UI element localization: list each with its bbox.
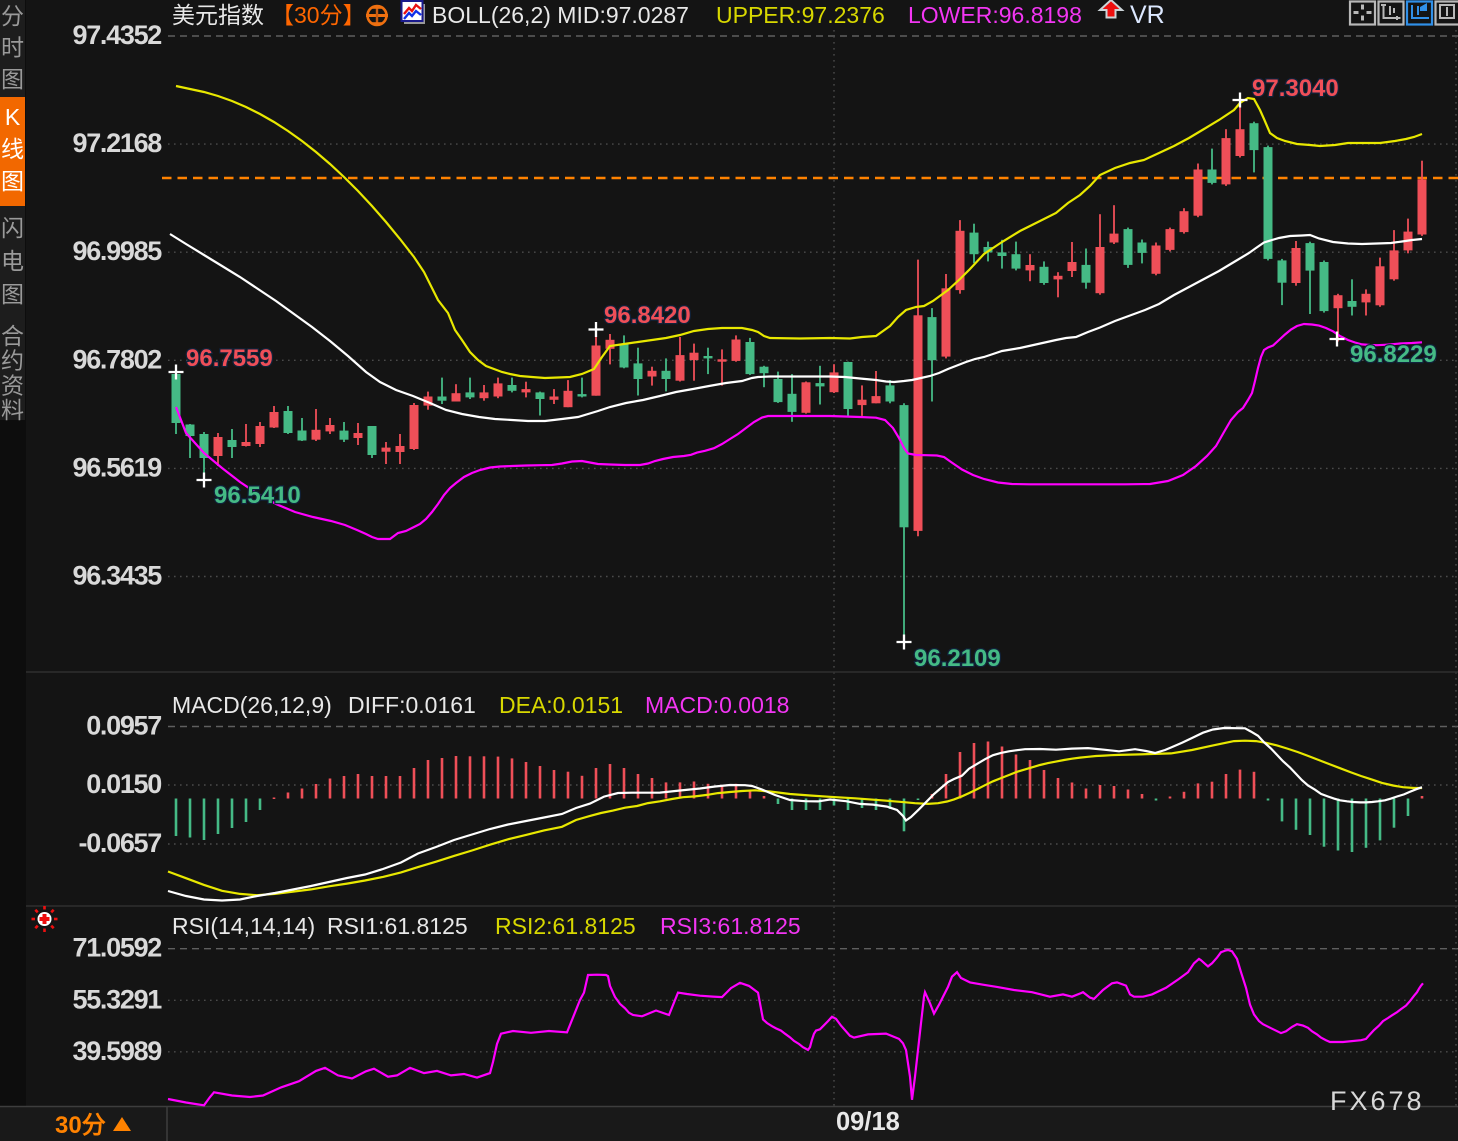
- svg-text:RSI1:61.8125: RSI1:61.8125: [327, 913, 468, 939]
- svg-text:图: 图: [1, 66, 24, 92]
- svg-text:MACD(26,12,9): MACD(26,12,9): [172, 692, 332, 718]
- svg-text:图: 图: [1, 281, 24, 307]
- svg-text:97.4352: 97.4352: [73, 20, 162, 50]
- svg-text:96.8229: 96.8229: [1350, 341, 1437, 368]
- svg-text:图: 图: [1, 168, 24, 194]
- svg-text:UPPER:97.2376: UPPER:97.2376: [716, 2, 885, 28]
- svg-text:FX678: FX678: [1330, 1086, 1425, 1116]
- svg-text:电: 电: [1, 248, 24, 274]
- svg-text:09/18: 09/18: [836, 1108, 900, 1136]
- svg-text:96.8420: 96.8420: [604, 302, 691, 329]
- svg-text:约: 约: [1, 348, 24, 374]
- svg-text:0.0957: 0.0957: [86, 711, 161, 741]
- svg-text:BOLL(26,2) MID:97.0287: BOLL(26,2) MID:97.0287: [432, 2, 689, 28]
- svg-text:96.7559: 96.7559: [186, 345, 273, 372]
- svg-text:LOWER:96.8198: LOWER:96.8198: [908, 2, 1082, 28]
- svg-text:VR: VR: [1130, 1, 1165, 29]
- svg-text:MACD:0.0018: MACD:0.0018: [645, 692, 789, 718]
- svg-text:DEA:0.0151: DEA:0.0151: [499, 692, 623, 718]
- svg-text:96.5619: 96.5619: [73, 452, 163, 482]
- svg-text:96.2109: 96.2109: [914, 645, 1001, 672]
- svg-text:DIFF:0.0161: DIFF:0.0161: [348, 692, 476, 718]
- svg-text:美元指数: 美元指数: [172, 2, 264, 28]
- svg-text:RSI3:61.8125: RSI3:61.8125: [660, 913, 801, 939]
- svg-text:料: 料: [1, 397, 24, 423]
- svg-text:K: K: [5, 104, 21, 130]
- svg-text:合: 合: [1, 323, 24, 349]
- svg-text:55.3291: 55.3291: [73, 984, 163, 1014]
- svg-text:RSI2:61.8125: RSI2:61.8125: [495, 913, 636, 939]
- svg-text:时: 时: [1, 35, 24, 61]
- svg-text:96.9985: 96.9985: [73, 236, 163, 266]
- svg-text:39.5989: 39.5989: [73, 1036, 163, 1066]
- svg-text:0.0150: 0.0150: [86, 769, 161, 799]
- svg-text:资: 资: [1, 372, 24, 398]
- svg-text:96.7802: 96.7802: [73, 344, 162, 374]
- svg-text:97.2168: 97.2168: [73, 128, 163, 158]
- svg-text:96.5410: 96.5410: [214, 482, 301, 509]
- svg-text:闪: 闪: [1, 215, 24, 241]
- svg-text:96.3435: 96.3435: [73, 561, 163, 591]
- svg-text:线: 线: [1, 136, 24, 162]
- svg-text:【30分】: 【30分】: [271, 2, 366, 28]
- svg-text:RSI(14,14,14): RSI(14,14,14): [172, 913, 315, 939]
- svg-text:71.0592: 71.0592: [73, 933, 162, 963]
- svg-text:30分: 30分: [55, 1112, 106, 1139]
- svg-text:97.3040: 97.3040: [1252, 75, 1339, 102]
- svg-text:-0.0657: -0.0657: [79, 828, 162, 858]
- svg-text:分: 分: [1, 3, 24, 29]
